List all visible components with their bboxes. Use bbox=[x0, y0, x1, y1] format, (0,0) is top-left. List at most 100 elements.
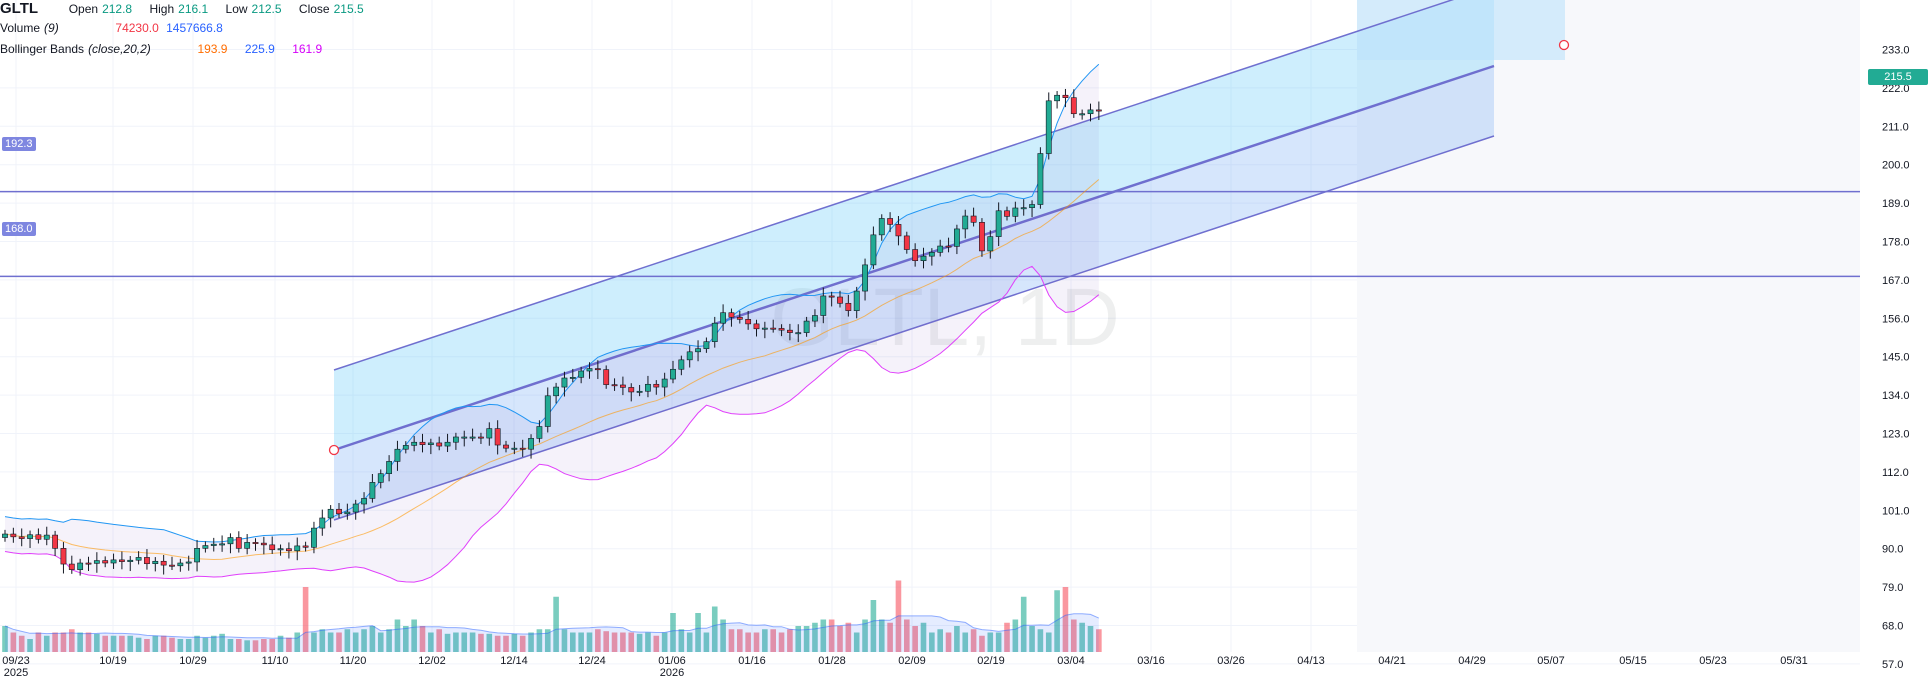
candle-body bbox=[519, 447, 526, 450]
volume-label: Volume bbox=[0, 21, 41, 35]
bollinger-basis-line bbox=[4, 179, 1100, 561]
volume-bar bbox=[929, 632, 935, 652]
candle-body bbox=[461, 436, 468, 439]
candle-body bbox=[586, 368, 593, 372]
volume-bar bbox=[1096, 629, 1102, 652]
volume-bar bbox=[511, 633, 518, 652]
volume-bar bbox=[60, 632, 67, 652]
volume-ma-fill bbox=[5, 613, 1099, 652]
channel-projection-fill bbox=[1357, 0, 1565, 60]
symbol-name[interactable]: GLTL bbox=[0, 0, 39, 17]
candle-body bbox=[736, 316, 743, 320]
candle-body bbox=[394, 448, 401, 462]
volume-bar bbox=[553, 596, 559, 652]
candle-body bbox=[903, 235, 910, 250]
candle-body bbox=[953, 228, 960, 247]
volume-bar bbox=[135, 637, 142, 652]
candle-body bbox=[102, 560, 109, 564]
candle-body bbox=[937, 245, 944, 253]
volume-bar bbox=[737, 629, 743, 652]
volume-bar bbox=[411, 619, 417, 652]
candle-body bbox=[294, 545, 301, 552]
horizontal-level-label-lower[interactable]: 168.0 bbox=[2, 222, 36, 236]
volume-bar bbox=[645, 632, 651, 652]
time-axis-tick: 03/04 bbox=[1057, 655, 1085, 667]
time-axis-tick: 05/15 bbox=[1619, 655, 1647, 667]
volume-bar bbox=[628, 632, 635, 652]
volume-bar bbox=[661, 632, 668, 652]
volume-bar bbox=[478, 633, 484, 652]
candle-body bbox=[361, 498, 367, 505]
candle-body bbox=[77, 562, 84, 570]
volume-bar bbox=[904, 619, 910, 652]
volume-bar bbox=[979, 635, 985, 652]
candle-body bbox=[962, 215, 969, 230]
candle-body bbox=[1004, 210, 1010, 217]
price-axis-tick: 101.0 bbox=[1882, 505, 1910, 517]
time-axis-year: 2025 bbox=[4, 667, 28, 678]
candle-body bbox=[27, 534, 33, 539]
candle-body bbox=[912, 249, 919, 262]
price-axis-background bbox=[1860, 0, 1931, 678]
candle-body bbox=[93, 560, 100, 564]
candle-body bbox=[35, 534, 42, 540]
candle-body bbox=[135, 557, 142, 561]
volume-bar bbox=[603, 631, 609, 652]
volume-bar bbox=[620, 632, 626, 652]
volume-bar bbox=[803, 626, 810, 652]
candle-body bbox=[795, 332, 802, 335]
legend-row-bollinger[interactable]: Bollinger Bands (close,20,2) 193.9 225.9 … bbox=[0, 42, 326, 56]
time-axis-tick: 04/13 bbox=[1297, 655, 1325, 667]
time-axis-tick: 10/19 bbox=[99, 655, 127, 667]
candle-body bbox=[486, 428, 493, 439]
candle-body bbox=[269, 544, 276, 551]
volume-bar bbox=[210, 635, 217, 652]
volume-bar bbox=[361, 629, 367, 652]
candle-body bbox=[686, 351, 693, 361]
volume-bar bbox=[853, 632, 860, 652]
candle-body bbox=[494, 428, 501, 446]
candle-body bbox=[928, 252, 935, 257]
legend-row-volume[interactable]: Volume (9) 74230.0 1457666.8 bbox=[0, 21, 227, 35]
volume-bar bbox=[327, 632, 334, 652]
candle-body bbox=[1079, 113, 1086, 116]
candle-body bbox=[611, 384, 618, 387]
volume-bar bbox=[386, 629, 392, 652]
candle-body bbox=[402, 445, 409, 450]
volume-bar bbox=[43, 635, 50, 652]
price-axis-tick: 200.0 bbox=[1882, 160, 1910, 172]
low-value: 212.5 bbox=[251, 2, 282, 16]
candle-body bbox=[728, 312, 735, 318]
volume-bar bbox=[453, 632, 459, 652]
candle-body bbox=[1062, 94, 1069, 98]
candle-body bbox=[43, 534, 50, 540]
price-axis-tick: 68.0 bbox=[1882, 621, 1903, 633]
candle-body bbox=[1029, 204, 1035, 208]
candle-body bbox=[260, 542, 267, 546]
candle-body bbox=[277, 548, 284, 551]
bollinger-params: (close,20,2) bbox=[88, 42, 151, 56]
candle-body bbox=[845, 302, 852, 311]
volume-bar bbox=[1029, 626, 1035, 652]
candle-body bbox=[119, 559, 125, 562]
candle-body bbox=[887, 218, 893, 225]
price-axis-tick: 79.0 bbox=[1882, 582, 1903, 594]
candle-body bbox=[10, 533, 17, 538]
candle-body bbox=[594, 368, 601, 371]
channel-upper-line bbox=[333, 0, 1455, 371]
candle-body bbox=[945, 245, 952, 248]
channel-anchor-start bbox=[328, 444, 340, 456]
candle-body bbox=[695, 348, 701, 353]
candle-body bbox=[194, 548, 200, 563]
candle-body bbox=[419, 441, 426, 445]
candle-body bbox=[1095, 109, 1102, 112]
time-axis-tick: 02/09 bbox=[898, 655, 926, 667]
volume-bar bbox=[711, 606, 718, 652]
horizontal-level-label-upper[interactable]: 192.3 bbox=[2, 137, 36, 151]
candle-body bbox=[837, 296, 843, 304]
volume-bar bbox=[1087, 626, 1094, 652]
volume-bar bbox=[85, 632, 92, 652]
volume-bar bbox=[878, 619, 885, 652]
volume-bar bbox=[1079, 622, 1085, 652]
